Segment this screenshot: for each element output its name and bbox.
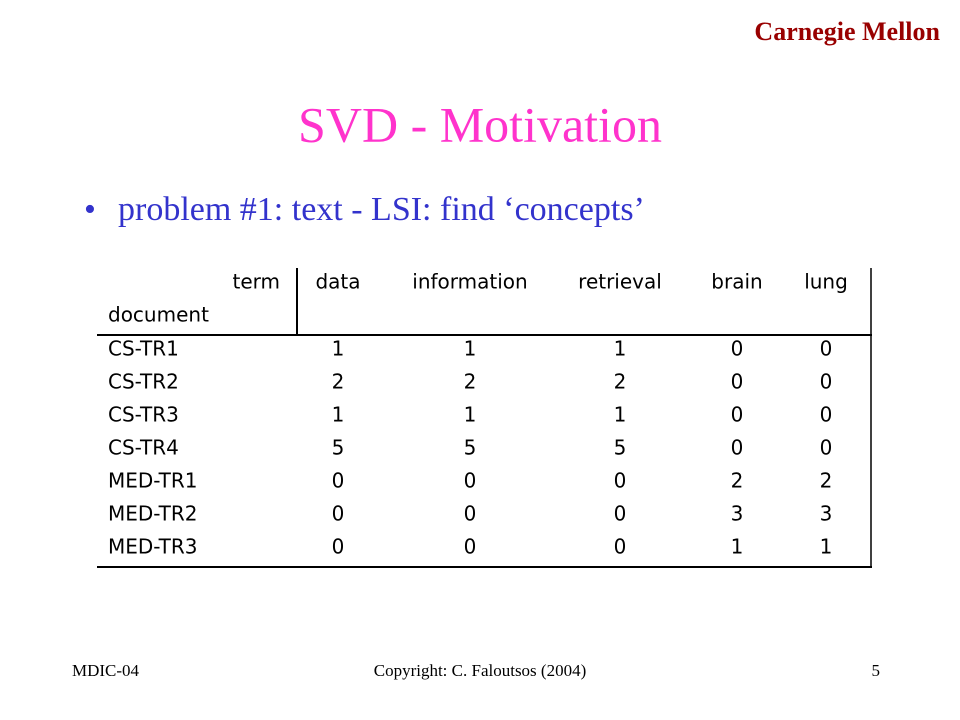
cell: 1	[332, 337, 345, 361]
cell: 0	[731, 370, 744, 394]
cell: 1	[332, 403, 345, 427]
cell: 5	[332, 436, 345, 460]
corner-top: term	[233, 270, 281, 294]
footer-left: MDIC-04	[72, 661, 140, 680]
cell: 1	[464, 337, 477, 361]
row-label: CS-TR2	[108, 370, 179, 394]
cell: 2	[464, 370, 477, 394]
cell: 3	[820, 502, 833, 526]
bullet-text: problem #1: text - LSI: find ‘concepts’	[118, 191, 645, 228]
cell: 1	[820, 535, 833, 559]
row-label: CS-TR4	[108, 436, 179, 460]
cell: 3	[731, 502, 744, 526]
cell: 0	[614, 469, 627, 493]
column-header: lung	[804, 270, 848, 294]
row-label: MED-TR2	[108, 502, 198, 526]
cell: 1	[464, 403, 477, 427]
cell: 0	[731, 337, 744, 361]
table: term document data information retrieval br…	[97, 268, 872, 568]
footer-center: Copyright: C. Faloutsos (2004)	[374, 661, 587, 680]
column-header: retrieval	[578, 270, 662, 294]
row-label: MED-TR1	[108, 469, 198, 493]
cell: 0	[464, 469, 477, 493]
cell: 0	[464, 502, 477, 526]
cell: 0	[820, 436, 833, 460]
bullet-marker: •	[84, 191, 96, 228]
row-label: CS-TR3	[108, 403, 179, 427]
row-label: CS-TR1	[108, 337, 179, 361]
cell: 5	[614, 436, 627, 460]
cell: 0	[332, 502, 345, 526]
cell: 2	[614, 370, 627, 394]
cell: 1	[614, 403, 627, 427]
corner-bottom: document	[108, 303, 209, 327]
row-label: MED-TR3	[108, 535, 198, 559]
column-header: information	[412, 270, 527, 294]
cell: 0	[731, 403, 744, 427]
slide-title: SVD - Motivation	[298, 96, 662, 152]
cell: 2	[820, 469, 833, 493]
cell: 0	[614, 535, 627, 559]
column-header: data	[315, 270, 360, 294]
cell: 2	[332, 370, 345, 394]
cell: 1	[731, 535, 744, 559]
cell: 0	[332, 469, 345, 493]
cell: 0	[464, 535, 477, 559]
cell: 0	[820, 337, 833, 361]
cell: 2	[731, 469, 744, 493]
cell: 1	[614, 337, 627, 361]
institution: Carnegie Mellon	[754, 17, 940, 46]
cell: 0	[820, 370, 833, 394]
cell: 0	[614, 502, 627, 526]
cell: 0	[731, 436, 744, 460]
footer-right: 5	[872, 661, 881, 680]
column-header: brain	[711, 270, 762, 294]
cell: 5	[464, 436, 477, 460]
cell: 0	[820, 403, 833, 427]
cell: 0	[332, 535, 345, 559]
